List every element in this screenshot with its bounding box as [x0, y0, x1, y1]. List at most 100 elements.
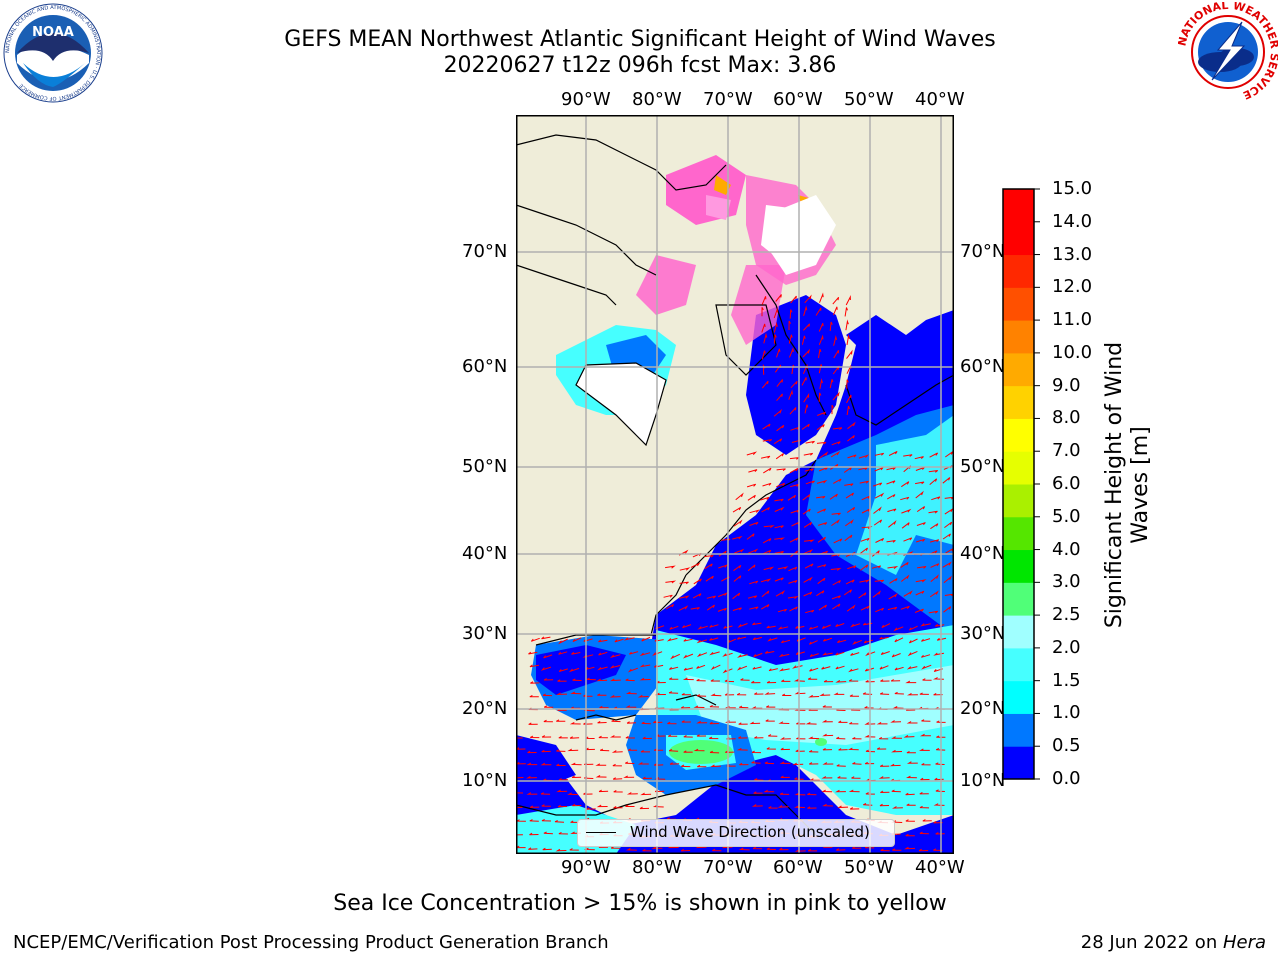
wind-arrow: [822, 624, 831, 629]
wind-arrow: [774, 537, 785, 541]
wind-arrow: [776, 482, 786, 488]
wind-arrow: [526, 762, 538, 766]
wind-arrow: [665, 603, 675, 610]
wind-arrow: [761, 590, 770, 598]
wind-arrow: [818, 323, 824, 332]
wind-arrow: [790, 295, 797, 304]
wind-arrow: [760, 604, 770, 610]
wind-arrow: [916, 506, 926, 513]
wind-arrow: [849, 623, 861, 628]
wind-arrow: [805, 480, 815, 485]
wind-arrow: [903, 454, 913, 457]
wind-arrow: [543, 705, 554, 708]
wind-arrow: [933, 848, 943, 851]
wind-arrow: [780, 775, 790, 778]
wind-arrow: [597, 720, 607, 724]
colorbar-tick-label: 14.0: [1052, 210, 1093, 232]
wind-arrow: [556, 719, 566, 722]
wind-arrow: [706, 604, 715, 611]
wind-arrow: [665, 580, 677, 584]
wind-arrow: [874, 579, 884, 583]
wind-arrow: [822, 762, 834, 765]
wind-arrow: [778, 721, 790, 724]
title-line-2: 20220627 t12z 096h fcst Max: 3.86: [443, 53, 837, 78]
wind-arrow: [669, 677, 679, 680]
wind-arrow: [793, 805, 805, 808]
wind-arrow: [760, 496, 770, 501]
wind-arrow: [613, 790, 623, 793]
wind-arrow: [818, 334, 824, 345]
lon-label-top: 80°W: [632, 89, 682, 110]
wind-arrow: [816, 424, 825, 431]
wind-arrow: [894, 637, 904, 643]
wind-arrow: [752, 636, 763, 641]
wind-arrow: [801, 335, 806, 345]
wind-arrow: [900, 561, 909, 568]
wind-arrow: [709, 704, 720, 708]
wind-arrow: [831, 441, 841, 446]
wind-arrow: [572, 803, 582, 807]
wind-arrow: [768, 806, 778, 809]
wind-arrow: [541, 818, 552, 822]
wind-arrow: [788, 389, 793, 400]
wind-arrow: [626, 792, 638, 795]
wind-arrow: [693, 578, 702, 585]
wind-arrow: [914, 608, 924, 613]
wind-arrow: [555, 848, 567, 852]
wind-arrow: [637, 762, 649, 765]
wind-arrow: [838, 720, 848, 723]
wind-arrow: [749, 606, 759, 610]
wind-arrow: [919, 791, 929, 795]
wind-arrow: [832, 306, 838, 316]
wind-arrow: [819, 292, 824, 303]
wind-arrow: [845, 319, 849, 331]
wind-arrow: [894, 691, 904, 695]
wind-arrow: [766, 705, 776, 708]
wind-arrow: [653, 720, 663, 724]
wind-arrow: [665, 565, 676, 569]
wind-arrow: [805, 721, 817, 725]
wind-arrow: [874, 492, 885, 499]
wind-arrow: [942, 533, 951, 540]
wind-arrow: [844, 534, 853, 542]
lat-label-right: 60°N: [960, 356, 1006, 377]
wind-arrow: [860, 564, 869, 571]
wind-arrow: [852, 639, 862, 645]
wind-arrow: [735, 492, 744, 501]
legend-label: Wind Wave Direction (unscaled): [630, 823, 870, 841]
wind-arrow: [752, 846, 763, 850]
wind-arrow: [872, 590, 882, 598]
wind-arrow: [830, 567, 842, 571]
wind-arrow: [768, 668, 778, 672]
wind-arrow: [709, 637, 719, 641]
wind-arrow: [822, 705, 832, 708]
wind-arrow: [890, 720, 902, 723]
wind-arrow: [583, 792, 593, 795]
wind-arrow: [809, 667, 819, 672]
wind-arrow: [918, 748, 930, 751]
wind-arrow: [570, 820, 580, 823]
wind-arrow: [761, 380, 769, 389]
wind-arrow: [844, 483, 854, 487]
wind-arrow: [763, 467, 772, 474]
wind-arrow: [543, 654, 553, 659]
wind-arrow: [697, 625, 708, 630]
wind-arrow: [668, 748, 679, 752]
wind-arrow: [847, 454, 857, 459]
colorbar-swatch: [1003, 484, 1034, 518]
wind-arrow: [849, 807, 860, 810]
wind-arrow: [540, 666, 552, 671]
wind-arrow: [653, 748, 664, 751]
wind-arrow: [933, 668, 943, 672]
wind-arrow: [749, 521, 759, 526]
wind-arrow: [528, 651, 538, 655]
wind-arrow: [887, 508, 897, 513]
wind-arrow: [653, 763, 664, 766]
wind-arrow: [803, 539, 815, 543]
wind-arrow: [583, 694, 593, 697]
wind-arrow: [808, 694, 820, 698]
wind-arrow: [836, 848, 846, 851]
wind-arrow: [739, 762, 749, 766]
wind-arrow: [829, 321, 833, 331]
wind-arrow: [696, 639, 708, 644]
